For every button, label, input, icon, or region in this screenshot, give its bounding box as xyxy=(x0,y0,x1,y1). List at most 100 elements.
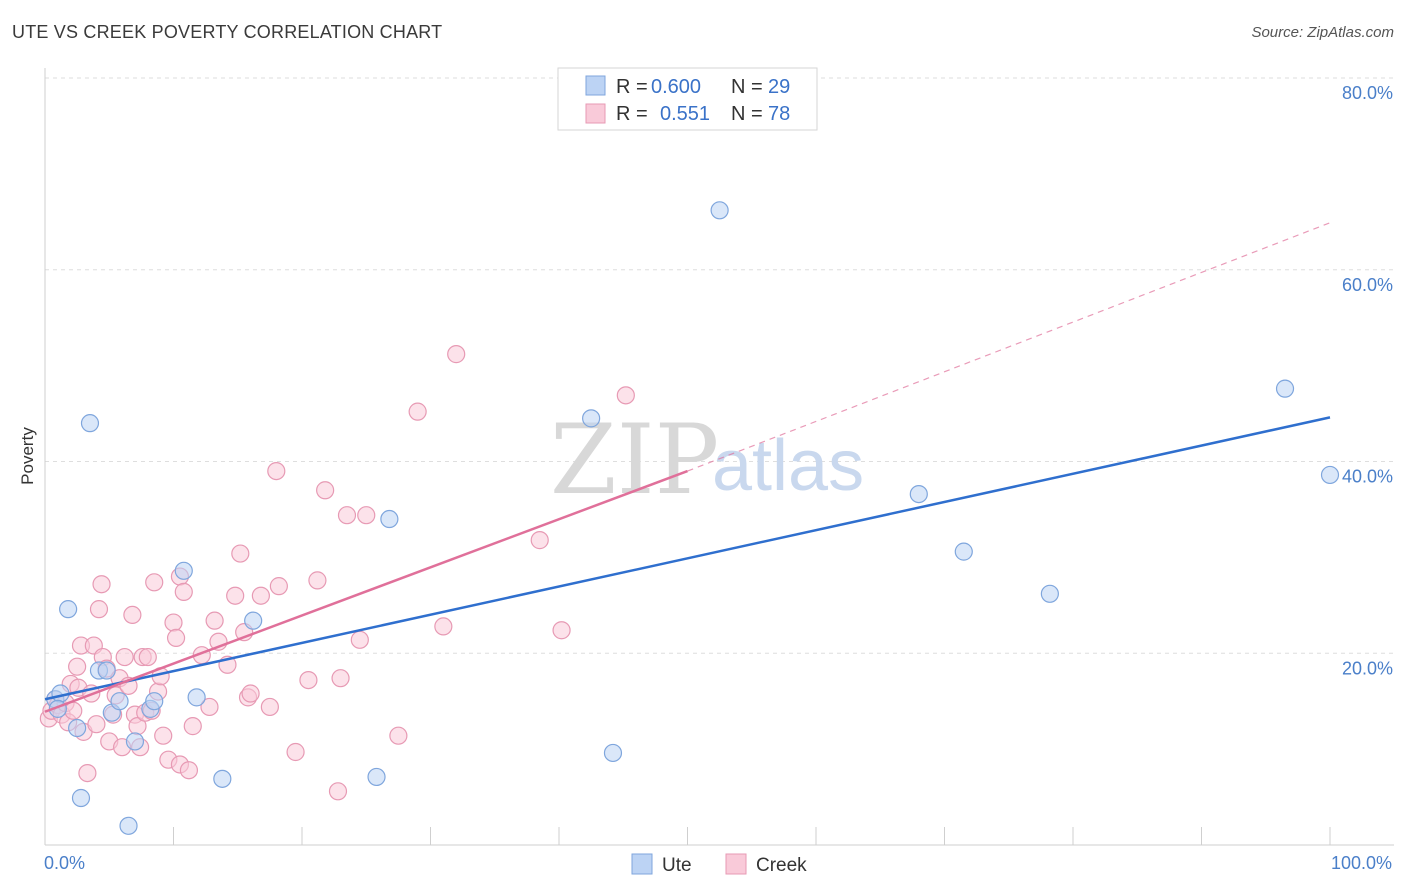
creek-point-75 xyxy=(530,531,549,550)
y-tick-label-60: 60.0% xyxy=(1342,275,1393,295)
ute-point-21 xyxy=(603,743,623,763)
creek-point-62 xyxy=(286,742,305,762)
creek-point-72 xyxy=(408,402,427,421)
bottom-legend-ute: Ute xyxy=(662,855,692,876)
ute-point-20 xyxy=(582,409,601,428)
legend-swatch-ute xyxy=(585,75,606,96)
creek-point-54 xyxy=(231,544,250,563)
creek-point-64 xyxy=(308,571,327,590)
x-tick-label-max: 100.0% xyxy=(1331,853,1392,873)
bottom-legend-creek: Creek xyxy=(756,855,807,876)
creek-point-71 xyxy=(389,726,408,745)
ute-point-19 xyxy=(380,509,399,529)
creek-point-76 xyxy=(552,621,571,640)
bottom-legend-swatch-creek xyxy=(725,853,747,875)
ute-point-15 xyxy=(187,688,206,707)
bottom-legend-swatch-ute xyxy=(631,853,653,875)
creek-point-36 xyxy=(145,573,164,592)
creek-point-16 xyxy=(87,715,106,734)
creek-point-47 xyxy=(183,717,202,736)
y-tick-label-40: 40.0% xyxy=(1342,467,1393,487)
creek-point-53 xyxy=(226,586,245,605)
ute-point-26 xyxy=(1275,379,1295,398)
creek-point-44 xyxy=(174,582,193,601)
ute-point-18 xyxy=(367,767,386,787)
creek-point-8 xyxy=(64,701,83,720)
watermark: ZIP atlas xyxy=(550,404,864,516)
source-attribution: Source: ZipAtlas.com xyxy=(1251,24,1394,41)
creek-point-60 xyxy=(267,461,286,481)
creek-point-28 xyxy=(123,605,142,625)
y-tick-label-20: 20.0% xyxy=(1342,658,1393,678)
ute-point-13 xyxy=(145,692,164,711)
creek-point-57 xyxy=(241,684,260,703)
creek-point-63 xyxy=(299,670,318,690)
ute-point-5 xyxy=(80,414,100,433)
creek-point-73 xyxy=(434,617,453,636)
legend-creek-r-label: R = xyxy=(616,103,648,125)
ute-trend-line xyxy=(44,416,1331,701)
bottom-legend: Ute Creek xyxy=(631,853,807,876)
creek-trend-line-extrapolated xyxy=(687,222,1331,472)
creek-point-70 xyxy=(357,506,376,525)
creek-point-67 xyxy=(331,669,350,688)
creek-point-65 xyxy=(316,481,335,500)
creek-point-46 xyxy=(179,761,199,780)
ute-point-14 xyxy=(174,561,193,580)
legend-ute-r-label: R = xyxy=(616,76,648,98)
ute-point-9 xyxy=(110,692,129,711)
legend-creek-n-label: N = xyxy=(731,103,763,125)
creek-point-9 xyxy=(68,657,87,676)
creek-point-26 xyxy=(115,647,134,667)
creek-point-17 xyxy=(89,600,109,619)
creek-point-69 xyxy=(350,630,369,649)
ute-point-25 xyxy=(1040,584,1059,603)
creek-point-58 xyxy=(251,586,270,605)
creek-point-66 xyxy=(328,782,348,801)
creek-point-41 xyxy=(164,613,183,632)
legend-creek-r-value: 0.551 xyxy=(660,103,710,125)
creek-point-74 xyxy=(447,345,466,364)
legend-ute-n-label: N = xyxy=(731,76,763,98)
creek-point-77 xyxy=(616,386,635,405)
ute-point-4 xyxy=(71,788,91,808)
y-axis-title: Poverty xyxy=(18,427,37,485)
creek-point-49 xyxy=(200,697,219,717)
ute-point-11 xyxy=(125,732,145,751)
creek-point-61 xyxy=(269,577,288,596)
ute-point-23 xyxy=(909,484,928,504)
creek-points xyxy=(39,345,635,801)
ute-point-17 xyxy=(244,611,263,630)
y-tick-labels: 20.0% 40.0% 60.0% 80.0% xyxy=(1342,83,1393,678)
creek-point-68 xyxy=(337,506,357,525)
ute-point-27 xyxy=(1320,465,1340,485)
creek-point-59 xyxy=(260,697,279,717)
x-axis-ticks xyxy=(173,827,1331,845)
y-tick-label-80: 80.0% xyxy=(1342,83,1393,103)
creek-point-18 xyxy=(92,575,111,594)
chart-title: UTE VS CREEK POVERTY CORRELATION CHART xyxy=(12,22,443,42)
creek-point-13 xyxy=(78,763,97,783)
legend-swatch-creek xyxy=(585,103,606,124)
creek-point-34 xyxy=(138,647,157,667)
watermark-atlas: atlas xyxy=(712,426,864,506)
creek-point-50 xyxy=(205,611,224,630)
ute-point-10 xyxy=(119,816,138,835)
ute-point-22 xyxy=(710,201,729,220)
ute-point-16 xyxy=(213,769,232,788)
ute-point-3 xyxy=(68,718,87,738)
grid-lines xyxy=(45,77,1394,654)
watermark-zip: ZIP xyxy=(550,404,719,516)
x-tick-label-min: 0.0% xyxy=(44,853,85,873)
legend-ute-n-value: 29 xyxy=(768,76,790,98)
legend-creek-n-value: 78 xyxy=(768,103,790,125)
ute-points xyxy=(46,201,1340,835)
ute-point-24 xyxy=(954,542,973,561)
legend-ute-r-value: 0.600 xyxy=(651,76,701,98)
ute-point-7 xyxy=(97,661,116,680)
creek-point-42 xyxy=(166,628,186,648)
creek-trend-line xyxy=(44,469,688,713)
creek-point-39 xyxy=(154,726,173,745)
trend-lines xyxy=(44,222,1331,713)
